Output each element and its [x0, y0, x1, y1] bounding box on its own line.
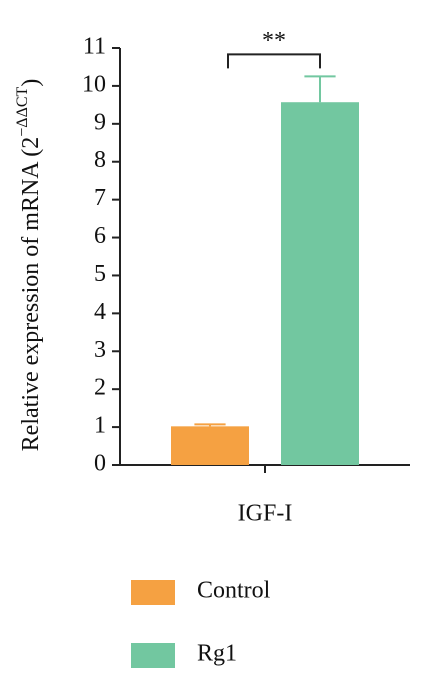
- y-tick-label: 2: [94, 375, 106, 401]
- y-tick-label: 1: [94, 413, 106, 439]
- bar: [171, 426, 249, 465]
- error-bar: [304, 75, 336, 103]
- significance-label: **: [262, 28, 286, 54]
- y-tick-label: 6: [94, 223, 106, 249]
- y-axis-label: Relative expression of mRNA (2−ΔΔCT): [14, 79, 44, 452]
- y-tick-label: 8: [94, 147, 106, 173]
- legend-label: Control: [197, 578, 271, 604]
- x-tick-label: IGF-I: [238, 501, 293, 527]
- y-tick-label: 4: [94, 299, 106, 325]
- y-tick-label: 10: [82, 71, 106, 97]
- y-tick-label: 0: [94, 451, 106, 477]
- legend-label: Rg1: [197, 641, 237, 667]
- significance-bracket: [227, 53, 321, 69]
- legend-swatch: [131, 643, 175, 668]
- y-tick-label: 9: [94, 109, 106, 135]
- error-bar: [194, 423, 226, 427]
- y-tick-label: 7: [94, 185, 106, 211]
- legend-swatch: [131, 580, 175, 605]
- y-tick-label: 3: [94, 337, 106, 363]
- y-tick-label: 11: [83, 34, 106, 60]
- bar: [281, 102, 359, 466]
- y-tick-label: 5: [94, 261, 106, 287]
